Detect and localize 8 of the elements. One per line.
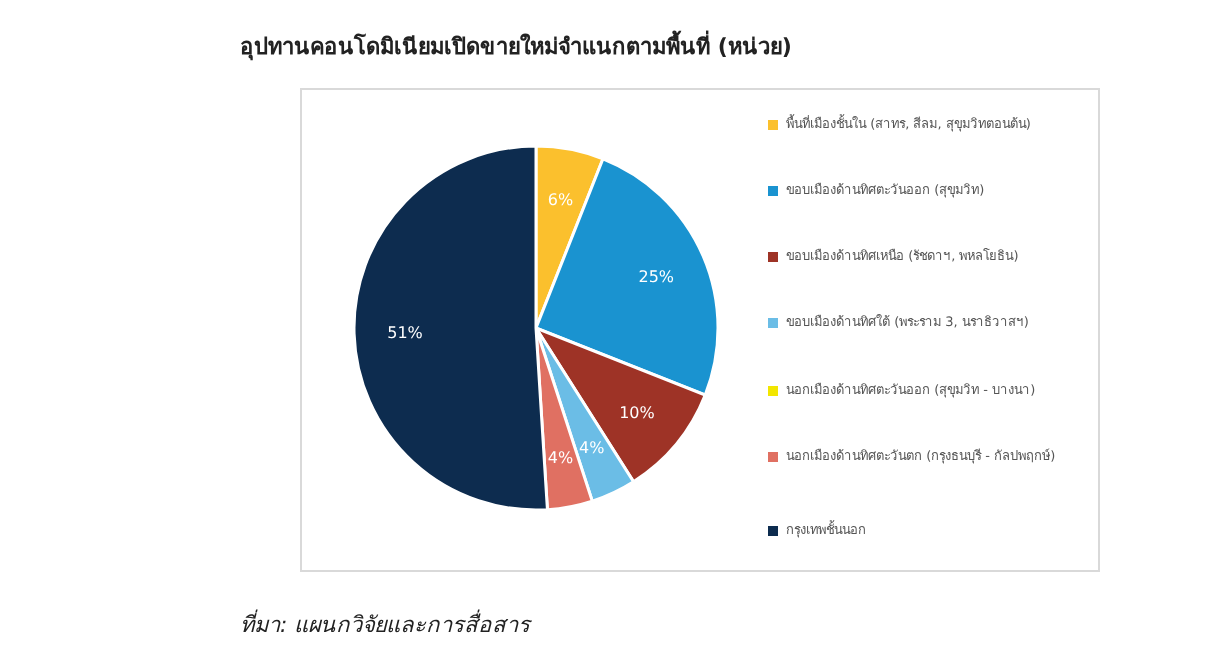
data-label: 6%	[547, 191, 575, 210]
data-label: 4%	[547, 448, 575, 467]
chart-title: อุปทานคอนโดมิเนียมเปิดขายใหม่จำแนกตามพื้นที่ (หน่วย)	[240, 28, 792, 64]
data-label: 10%	[619, 403, 656, 422]
data-label: 25%	[638, 267, 675, 286]
data-label: 51%	[387, 324, 424, 343]
data-label: 4%	[579, 438, 606, 457]
text: ที่มา: แผนกวิจัยและการสื่อสาร	[240, 607, 531, 642]
